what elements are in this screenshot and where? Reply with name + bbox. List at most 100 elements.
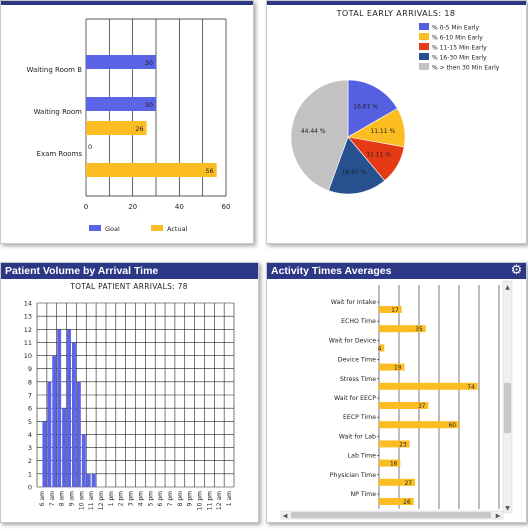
activity-times-panel: Activity Times Averages ⚙ Wait for Intak… [266, 262, 527, 523]
x-tick-label: 6 pm [157, 491, 164, 507]
y-tick-label: 4 [28, 431, 32, 439]
x-tick-label: 40 [175, 203, 184, 211]
chart-title: TOTAL PATIENT ARRIVALS: 78 [69, 282, 188, 291]
x-tick-label: 6 am [39, 491, 46, 506]
y-tick-label: 9 [28, 365, 32, 373]
bar [76, 381, 81, 487]
bar [71, 342, 76, 487]
category-label: NP Time [351, 491, 377, 498]
bar-goal [86, 55, 156, 69]
bar-goal [86, 97, 156, 111]
bar [57, 329, 62, 487]
legend-swatch [419, 23, 429, 30]
data-label: 35 [415, 327, 423, 333]
category-label: Waiting Room [34, 108, 83, 116]
panel-title: Patient Volume by Arrival Time [1, 263, 258, 279]
bar [47, 381, 52, 487]
x-tick-label: 60 [222, 203, 231, 211]
scroll-left-icon[interactable]: ◀ [283, 513, 288, 520]
bar [379, 306, 402, 313]
category-label: EECP Time [343, 414, 376, 421]
slice-label: 11.11 % [370, 128, 395, 135]
y-tick-label: 5 [28, 418, 32, 426]
category-label: Wait for Lab [339, 433, 376, 440]
data-label: 37 [418, 404, 426, 410]
bar [379, 440, 410, 448]
bar [379, 382, 478, 390]
y-tick-label: 12 [24, 326, 32, 334]
y-tick-label: 14 [24, 300, 32, 308]
slice-label: 16.67 % [353, 103, 378, 110]
category-label: Wait for Intake [331, 299, 376, 306]
y-tick-label: 13 [24, 313, 32, 321]
slice-label: 11.11 % [366, 152, 391, 159]
bar [42, 421, 47, 487]
category-label: Wait for Device [329, 337, 376, 344]
bar [81, 434, 86, 487]
slice-label: 44.44 % [301, 128, 326, 135]
legend-label: % 11-15 Min Early [432, 45, 487, 52]
panel-header-bar [1, 1, 253, 5]
y-tick-label: 0 [28, 484, 32, 492]
category-label: ECHO Time [341, 318, 376, 325]
data-label: 30 [145, 101, 153, 109]
x-tick-label: 3 pm [128, 491, 135, 507]
legend-swatch [419, 43, 429, 50]
x-tick-label: 4 pm [137, 491, 144, 507]
bar [379, 498, 414, 505]
scroll-right-icon[interactable]: ▶ [496, 513, 501, 520]
x-tick-label: 7 pm [167, 491, 174, 507]
legend-label: Goal [105, 225, 120, 233]
x-tick-label: 12 pm [98, 491, 105, 510]
legend-label: % 16-30 Min Early [432, 55, 487, 62]
y-tick-label: 1 [28, 470, 32, 478]
y-tick-label: 8 [28, 378, 32, 386]
data-label: 4 [378, 346, 382, 352]
patient-volume-panel: Patient Volume by Arrival Time TOTAL PAT… [0, 262, 259, 523]
data-label: 74 [467, 385, 475, 391]
y-tick-label: 6 [28, 405, 32, 413]
data-label: 26 [135, 125, 143, 133]
bar [67, 329, 71, 487]
data-label: 16 [390, 462, 398, 468]
y-tick-label: 3 [28, 444, 32, 452]
category-label: Waiting Room B [27, 66, 83, 74]
bar [379, 459, 401, 467]
category-label: Stress Time [340, 376, 376, 383]
legend-swatch [151, 225, 163, 231]
data-label: 56 [205, 167, 213, 175]
scroll-up-icon[interactable]: ▲ [505, 284, 510, 291]
bar [86, 473, 91, 487]
panel-title: Activity Times Averages [267, 263, 526, 279]
category-label: Device Time [338, 357, 376, 364]
scroll-down-icon[interactable]: ▼ [505, 505, 510, 512]
data-label: 23 [399, 442, 407, 448]
pie-slice [290, 79, 349, 191]
x-tick-label: 1 am [226, 491, 233, 506]
x-tick-label: 20 [128, 203, 137, 211]
data-label: 30 [145, 59, 153, 67]
early-arrivals-chart: TOTAL EARLY ARRIVALS: 18 % 0-5 Min Early%… [290, 9, 500, 195]
bar [52, 355, 57, 487]
x-tick-label: 12 am [216, 491, 223, 510]
gear-icon[interactable]: ⚙ [510, 263, 523, 278]
data-label: 26 [403, 500, 411, 506]
category-label: Wait for EECP [334, 395, 376, 402]
y-tick-label: 11 [24, 339, 32, 347]
vertical-scrollbar-thumb[interactable] [504, 383, 511, 433]
x-tick-label: 0 [84, 203, 88, 211]
goal-actual-panel: 0 20 40 60 Waiting Room B 30 Waiting Room 30 26 E… [0, 0, 254, 244]
x-tick-label: 7 am [49, 491, 56, 506]
activity-times-chart: Wait for Intake 17 ECHO Time 35 Wait for Dev… [280, 280, 513, 520]
data-label: 17 [391, 308, 399, 314]
chart-title: TOTAL EARLY ARRIVALS: 18 [336, 9, 456, 18]
data-label: 27 [405, 481, 413, 487]
horizontal-scrollbar-thumb[interactable] [291, 512, 491, 518]
legend-label: % 6-10 Min Early [432, 35, 483, 42]
category-label: Lab Time [348, 453, 376, 460]
pie-slice [347, 79, 398, 138]
legend-swatch [89, 225, 101, 231]
data-label: 0 [88, 143, 92, 151]
x-tick-label: 8 pm [177, 491, 184, 507]
panel-header-bar [267, 1, 526, 5]
